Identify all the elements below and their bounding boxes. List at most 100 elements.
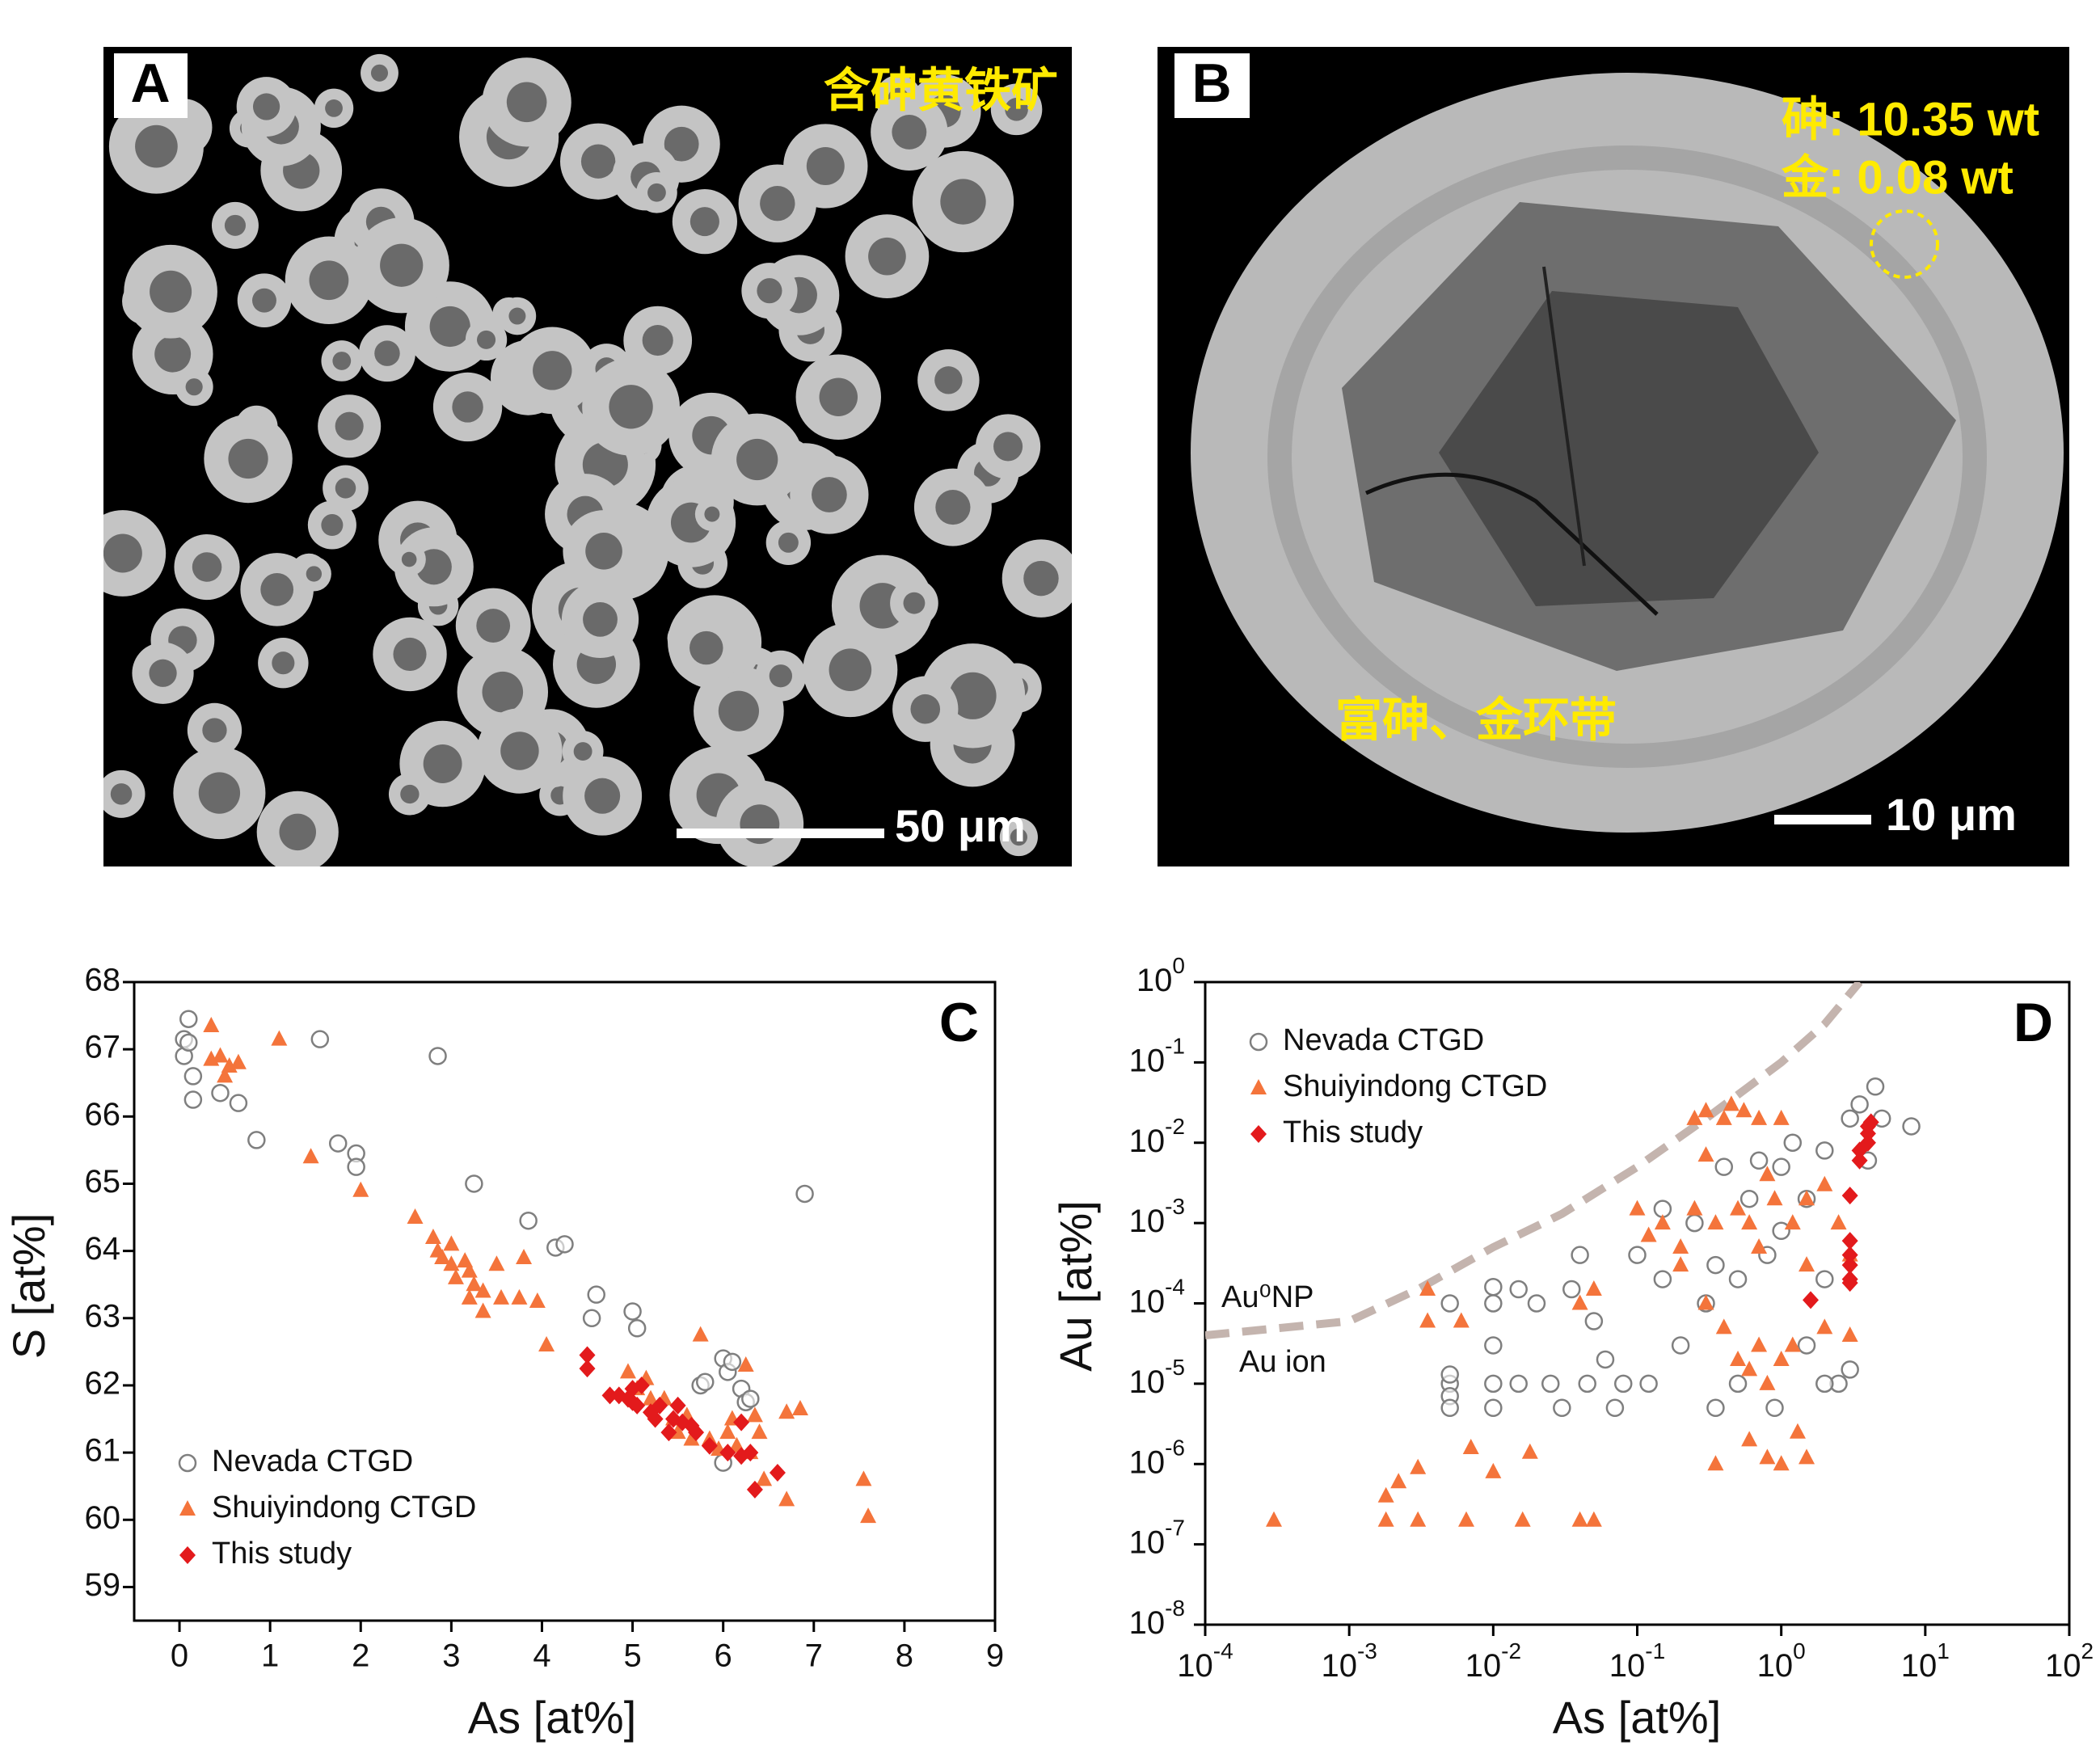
point: [723, 1352, 742, 1372]
point: [212, 1047, 229, 1063]
point: [1789, 1423, 1806, 1439]
grain-core: [689, 630, 723, 665]
point: [1706, 1255, 1725, 1275]
grain-core: [423, 744, 462, 783]
tick-label-exponent: -2: [1165, 1114, 1185, 1139]
point: [1484, 1277, 1503, 1297]
point: [1728, 1374, 1748, 1394]
point: [746, 1480, 763, 1499]
point: [1672, 1238, 1689, 1254]
point: [643, 1389, 659, 1406]
legend-marker: [1250, 1125, 1267, 1143]
point: [1440, 1365, 1459, 1384]
grain-core: [573, 742, 592, 761]
tick-label-exponent: 0: [1793, 1638, 1806, 1663]
point: [1613, 1374, 1633, 1394]
grain-core: [778, 532, 799, 553]
grain-core: [400, 784, 420, 804]
grain-core: [110, 783, 133, 805]
point: [1759, 1166, 1776, 1182]
point: [737, 1356, 754, 1372]
legend-label: This study: [212, 1537, 352, 1571]
grain-core: [198, 772, 241, 814]
point: [751, 1423, 768, 1440]
tick-label: 64: [85, 1231, 121, 1267]
tick-label: 100: [1757, 1638, 1806, 1683]
point: [624, 1393, 641, 1411]
point: [1841, 1232, 1858, 1250]
tick-label-base: 10: [1177, 1648, 1213, 1684]
boundary-curve: [1205, 982, 1863, 1340]
panel-label: C: [939, 992, 979, 1053]
point: [1816, 1318, 1833, 1334]
point: [461, 1288, 478, 1305]
point: [229, 1094, 248, 1112]
tick-label-exponent: -2: [1501, 1638, 1521, 1663]
point: [1850, 1095, 1869, 1114]
tick-label-exponent: 0: [1172, 953, 1185, 978]
legend-label: This study: [1283, 1115, 1423, 1149]
grain-core: [185, 378, 203, 396]
tick-label-base: 10: [1129, 1364, 1166, 1399]
point: [1766, 1190, 1783, 1206]
point: [511, 1288, 528, 1305]
point: [1772, 1157, 1790, 1176]
point: [407, 1208, 424, 1225]
point: [474, 1282, 491, 1298]
point: [1541, 1374, 1560, 1394]
point: [1739, 1189, 1759, 1208]
point: [1509, 1374, 1528, 1394]
grain-core: [476, 609, 511, 643]
point: [1585, 1511, 1602, 1527]
point: [1697, 1294, 1714, 1310]
point: [465, 1174, 483, 1193]
grain-core: [585, 533, 622, 570]
grain-core: [892, 114, 927, 150]
tick-label-exponent: -6: [1165, 1436, 1185, 1461]
point: [1410, 1511, 1427, 1527]
point: [352, 1181, 369, 1197]
point: [791, 1400, 808, 1416]
grain-core: [224, 214, 246, 236]
point: [733, 1413, 750, 1431]
point: [778, 1403, 795, 1419]
grain-core: [868, 237, 906, 276]
grain-core: [279, 813, 316, 851]
point: [660, 1423, 677, 1442]
tick-label: 8: [896, 1638, 913, 1674]
tick-label-base: 10: [1321, 1648, 1357, 1684]
point: [1553, 1398, 1571, 1418]
tick-label: 61: [85, 1433, 121, 1469]
tick-label: 59: [85, 1567, 121, 1603]
point: [1571, 1511, 1588, 1527]
point: [1759, 1374, 1776, 1390]
grain-core: [664, 126, 699, 162]
point: [652, 1396, 668, 1415]
grain-core: [325, 99, 343, 117]
tick-label-base: 10: [1757, 1648, 1794, 1684]
tick-label-exponent: -7: [1165, 1516, 1185, 1541]
point: [1707, 1214, 1724, 1230]
grain-core: [533, 351, 572, 390]
point: [1453, 1312, 1470, 1328]
point: [179, 1010, 198, 1028]
point: [1410, 1458, 1427, 1474]
point: [1815, 1374, 1834, 1394]
point: [1706, 1398, 1725, 1418]
point: [1841, 1246, 1858, 1264]
grain-core: [583, 601, 618, 637]
grain-core: [482, 671, 524, 713]
grain-core: [1005, 98, 1028, 121]
point: [795, 1184, 814, 1204]
scale-bar-label: 50 μm: [895, 800, 1026, 851]
crack: [1542, 266, 1586, 567]
point: [633, 1376, 650, 1394]
grain-core: [309, 260, 349, 301]
panel-label: A: [130, 53, 170, 114]
point: [1851, 1151, 1868, 1170]
point: [1730, 1350, 1747, 1366]
grain-core: [380, 243, 424, 287]
point: [1841, 1360, 1859, 1379]
